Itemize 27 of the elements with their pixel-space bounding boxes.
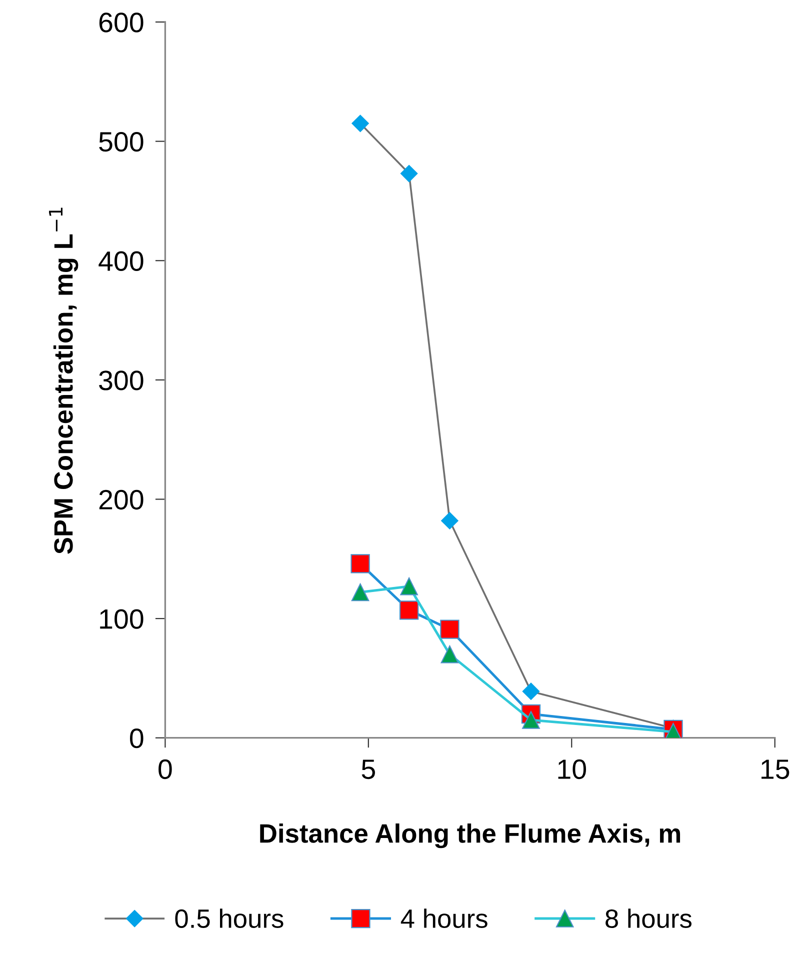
- legend-label: 4 hours: [400, 908, 488, 928]
- x-tick-label: 0: [158, 759, 172, 780]
- y-axis-title: SPM Concentration, mg L$^{−1}$: [49, 208, 78, 554]
- point: [351, 114, 370, 132]
- y-tick-label: 300: [99, 370, 144, 390]
- point: [522, 711, 540, 729]
- point: [351, 583, 370, 602]
- y-tick-label: 600: [99, 12, 144, 32]
- y-tick-label: 0: [130, 728, 144, 748]
- point: [400, 164, 418, 182]
- point: [400, 577, 418, 596]
- point: [522, 682, 540, 700]
- point: [350, 554, 370, 574]
- point: [440, 620, 460, 639]
- point: [440, 645, 459, 664]
- point: [440, 512, 459, 530]
- x-tick-label: 10: [558, 759, 586, 780]
- x-axis-title: Distance Along the Flume Axis, m: [260, 823, 680, 848]
- y-tick-label: 100: [100, 609, 144, 629]
- x-tick-label: 5: [362, 760, 375, 780]
- y-tick-label: 400: [98, 251, 144, 271]
- x-tick-label: 15: [762, 760, 790, 780]
- legend-label: 8 hours: [606, 908, 692, 928]
- y-tick-label: 200: [99, 490, 144, 510]
- legend-label: 0.5 hours: [175, 908, 284, 928]
- point: [399, 600, 419, 620]
- y-tick-label: 500: [99, 132, 144, 152]
